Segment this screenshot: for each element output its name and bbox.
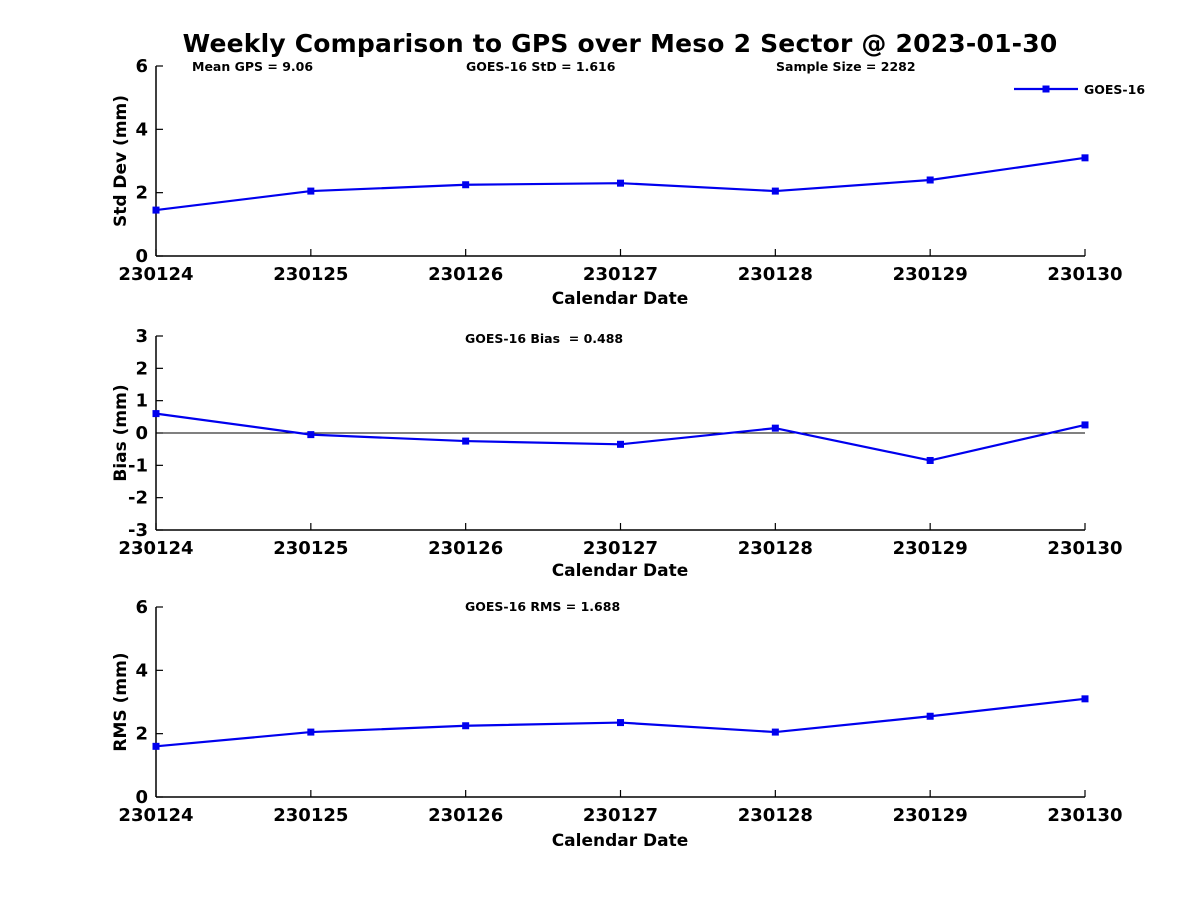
data-point-marker <box>152 742 160 750</box>
data-point-marker <box>462 181 470 189</box>
y-tick-label: 2 <box>135 358 148 379</box>
annotation-goes16-rms: GOES-16 RMS = 1.688 <box>465 599 621 614</box>
x-tick-label: 230128 <box>738 264 813 285</box>
data-point-marker <box>307 431 315 439</box>
x-tick-label: 230129 <box>893 805 968 826</box>
data-point-marker <box>771 728 779 736</box>
xlabel-middle: Calendar Date <box>551 561 689 581</box>
y-tick-label: 2 <box>135 183 148 204</box>
x-tick-label: 230127 <box>583 538 658 559</box>
data-point-marker <box>152 206 160 214</box>
x-tick-label: 230124 <box>118 805 193 826</box>
annotation-goes16-std: GOES-16 StD = 1.616 <box>466 59 616 74</box>
x-tick-label: 230128 <box>738 805 813 826</box>
y-tick-label: 0 <box>135 246 148 267</box>
x-tick-label: 230126 <box>428 805 503 826</box>
x-tick-label: 230125 <box>273 538 348 559</box>
std-dev-plot: 230124 230125 230126 230127 230128 230129 2301… <box>118 56 1145 285</box>
annotation-goes16-bias: GOES-16 Bias = 0.488 <box>465 331 624 346</box>
x-tick-label: 230125 <box>273 264 348 285</box>
bias-plot: 230124 230125 230126 230127 230128 230129 2301… <box>118 326 1122 559</box>
data-point-marker <box>771 424 779 432</box>
data-point-marker <box>152 410 160 418</box>
y-tick-label: 0 <box>135 787 148 808</box>
x-tick-label: 230124 <box>118 538 193 559</box>
data-point-marker <box>1081 421 1089 429</box>
data-point-marker <box>1081 695 1089 703</box>
data-point-marker <box>462 437 470 445</box>
legend-label: GOES-16 <box>1084 82 1145 97</box>
y-tick-label: 0 <box>135 423 148 444</box>
x-tick-label: 230130 <box>1047 805 1122 826</box>
x-tick-label: 230126 <box>428 264 503 285</box>
data-point-marker <box>617 440 624 448</box>
x-tick-label: 230129 <box>893 264 968 285</box>
data-point-marker <box>307 187 315 195</box>
xlabel-top: Calendar Date <box>551 289 689 309</box>
legend-marker-icon <box>1042 85 1050 93</box>
y-tick-label: -1 <box>128 455 148 476</box>
y-tick-label: 6 <box>135 597 148 618</box>
legend: GOES-16 <box>1014 82 1145 97</box>
rms-plot: 230124 230125 230126 230127 230128 230129 2301… <box>118 597 1122 826</box>
data-point-marker <box>462 722 470 730</box>
x-tick-label: 230130 <box>1047 264 1122 285</box>
x-tick-label: 230130 <box>1047 538 1122 559</box>
goes-16-line <box>155 412 1086 462</box>
y-tick-label: 2 <box>135 724 148 745</box>
x-tick-label: 230127 <box>583 264 658 285</box>
data-point-marker <box>1081 154 1089 162</box>
y-tick-label: 4 <box>135 660 148 681</box>
x-tick-label: 230127 <box>583 805 658 826</box>
x-tick-label: 230125 <box>273 805 348 826</box>
data-point-marker <box>926 712 934 720</box>
x-tick-label: 230124 <box>118 264 193 285</box>
annotation-sample-size: Sample Size = 2282 <box>776 59 916 74</box>
x-tick-label: 230128 <box>738 538 813 559</box>
y-tick-label: 1 <box>135 391 148 412</box>
xlabel-bottom: Calendar Date <box>551 831 689 851</box>
y-tick-label: -2 <box>128 488 148 509</box>
annotation-mean-gps: Mean GPS = 9.06 <box>192 59 314 74</box>
y-tick-label: 6 <box>135 56 148 77</box>
data-point-marker <box>307 728 315 736</box>
x-tick-label: 230129 <box>893 538 968 559</box>
data-point-marker <box>926 456 934 464</box>
y-tick-label: 4 <box>135 119 148 140</box>
data-point-marker <box>771 187 779 195</box>
data-point-marker <box>617 179 624 187</box>
y-tick-label: 3 <box>135 326 148 347</box>
figure-title: Weekly Comparison to GPS over Meso 2 Sec… <box>182 29 1058 58</box>
data-point-marker <box>617 719 624 727</box>
y-tick-label: -3 <box>128 520 148 541</box>
x-tick-label: 230126 <box>428 538 503 559</box>
data-point-marker <box>926 176 934 184</box>
